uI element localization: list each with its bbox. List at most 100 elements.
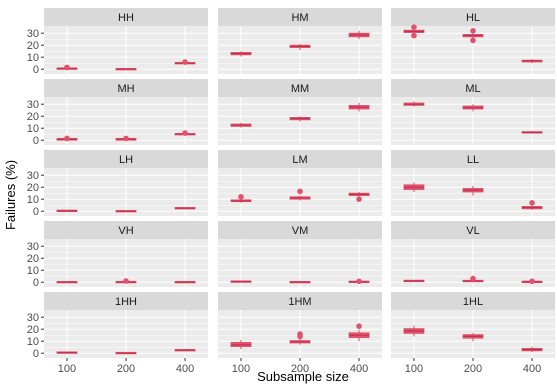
y-tick-label: 20 <box>27 324 39 336</box>
facet-strip-label: VH <box>118 225 133 237</box>
box-1HM-100 <box>230 340 252 349</box>
y-tick-label: 20 <box>27 40 39 52</box>
outlier-point <box>356 196 362 202</box>
box-1HL-200 <box>462 332 484 342</box>
box-ML-400 <box>521 131 543 134</box>
box-ML-100 <box>403 101 425 107</box>
facet-strip <box>44 221 208 239</box>
facet-strip <box>391 8 555 26</box>
box-LM-100 <box>230 194 252 203</box>
box-VL-200 <box>462 275 484 283</box>
box-VM-200 <box>289 280 311 284</box>
y-tick-label: 0 <box>33 348 39 360</box>
y-tick-label: 30 <box>27 170 39 182</box>
box-LL-400 <box>521 200 543 210</box>
facet-panel-HL: HL <box>391 8 555 74</box>
x-tick-label: 200 <box>291 363 309 375</box>
facet-strip <box>218 8 382 26</box>
facet-strip-label: ML <box>465 83 480 95</box>
y-tick-label: 10 <box>27 123 39 135</box>
outlier-point <box>470 275 476 282</box>
x-tick-label: 100 <box>58 363 76 375</box>
box-VH-400 <box>174 280 196 284</box>
box-HH-400 <box>174 59 196 65</box>
box-LL-100 <box>403 182 425 192</box>
y-tick-label: 30 <box>27 99 39 111</box>
y-tick-label: 20 <box>27 182 39 194</box>
facet-panel-VH: VH <box>44 221 208 287</box>
outlier-point <box>529 278 535 285</box>
facet-strip <box>391 79 555 97</box>
facet-strip <box>218 292 382 310</box>
y-axis-title: Failures (%) <box>3 160 18 230</box>
facet-strip <box>218 79 382 97</box>
box-VH-100 <box>56 280 78 284</box>
facet-panel-VL: VL <box>391 221 555 287</box>
facet-strip <box>44 79 208 97</box>
facet-panel-HM: HM <box>218 8 382 74</box>
box-MM-100 <box>230 122 252 128</box>
facet-panel-HH: HH <box>44 8 208 74</box>
facet-strip-label: 1HL <box>463 296 483 308</box>
facet-strip-label: HL <box>466 12 480 24</box>
facet-strip <box>391 292 555 310</box>
y-tick-label: 10 <box>27 336 39 348</box>
outlier-point <box>470 37 476 44</box>
x-tick-label: 400 <box>523 363 541 375</box>
box-HM-200 <box>289 44 311 50</box>
x-axis-ticks: 100 200 400 100 200 400 100 200 400 <box>58 358 541 375</box>
facet-strip-label: LL <box>467 154 479 166</box>
y-tick-label: 0 <box>33 64 39 76</box>
facet-strip <box>391 150 555 168</box>
facet-strip <box>44 8 208 26</box>
box-HM-400 <box>348 30 370 40</box>
y-tick-label: 30 <box>27 241 39 253</box>
box-LL-200 <box>462 186 484 196</box>
outlier-point <box>411 32 417 39</box>
facet-panel-LL: LL <box>391 150 555 216</box>
outlier-point <box>123 278 129 284</box>
box-VM-400 <box>348 278 370 285</box>
box-VM-100 <box>230 280 252 283</box>
box-ML-200 <box>462 104 484 112</box>
y-tick-label: 10 <box>27 265 39 277</box>
facet-strip-label: 1HH <box>115 296 137 308</box>
box-HL-200 <box>462 28 484 44</box>
box-1HH-400 <box>174 349 196 352</box>
x-tick-label: 100 <box>405 363 423 375</box>
box-1HM-200 <box>289 331 311 345</box>
box-HM-100 <box>230 51 252 57</box>
outlier-point <box>182 59 188 65</box>
box-VL-100 <box>403 279 425 283</box>
box-LM-400 <box>348 192 370 202</box>
outlier-point <box>238 194 244 200</box>
outlier-point <box>411 24 417 31</box>
box-MH-100 <box>56 135 78 142</box>
y-tick-label: 20 <box>27 253 39 265</box>
facet-panel-1HM: 1HM <box>218 292 382 358</box>
outlier-point <box>470 28 476 34</box>
facet-strip-label: LH <box>119 154 133 166</box>
box-LH-100 <box>56 209 78 212</box>
box-LH-400 <box>174 207 196 210</box>
box-MM-200 <box>289 116 311 122</box>
box-VL-400 <box>521 278 543 285</box>
facet-panel-1HH: 1HH <box>44 292 208 358</box>
outlier-point <box>64 135 70 142</box>
outlier-point <box>123 135 129 142</box>
facet-panel-MH: MH <box>44 79 208 145</box>
facet-panels: HH HM HL MH MM ML LH LM LL VH VM VL 1HH 1HM 1HL <box>44 8 555 358</box>
facet-panel-1HL: 1HL <box>391 292 555 358</box>
y-tick-label: 10 <box>27 52 39 64</box>
facet-panel-MM: MM <box>218 79 382 145</box>
facet-strip-label: VL <box>466 225 479 237</box>
box-1HH-100 <box>56 351 78 354</box>
y-tick-label: 30 <box>27 312 39 324</box>
outlier-point <box>182 130 188 136</box>
facet-strip <box>391 221 555 239</box>
y-tick-label: 0 <box>33 135 39 147</box>
y-tick-label: 30 <box>27 28 39 40</box>
facet-strip-label: VM <box>292 225 309 237</box>
x-tick-label: 100 <box>232 363 250 375</box>
